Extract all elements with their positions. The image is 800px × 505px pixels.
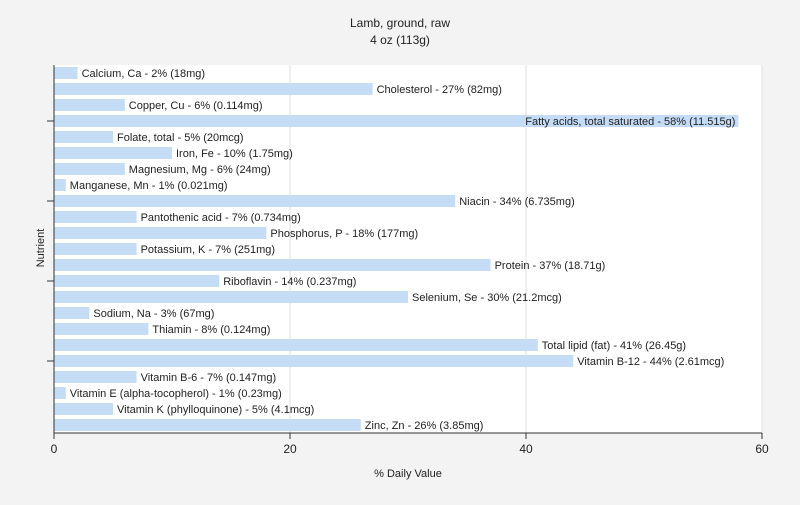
bar-value-label: Copper, Cu - 6% (0.114mg)	[129, 100, 263, 112]
bar	[54, 195, 456, 207]
bar-value-label: Potassium, K - 7% (251mg)	[141, 244, 276, 256]
bar	[54, 339, 538, 351]
bar	[54, 227, 267, 239]
bar-value-label: Calcium, Ca - 2% (18mg)	[82, 68, 205, 80]
bar	[54, 275, 220, 287]
chart-subtitle: 4 oz (113g)	[370, 33, 430, 47]
bar-value-label: Vitamin B-6 - 7% (0.147mg)	[141, 372, 277, 384]
bar	[54, 355, 574, 367]
bar	[54, 83, 373, 95]
bar-value-label: Phosphorus, P - 18% (177mg)	[270, 228, 418, 240]
bar-value-label: Vitamin B-12 - 44% (2.61mcg)	[577, 356, 724, 368]
bar-value-label: Iron, Fe - 10% (1.75mg)	[176, 148, 293, 160]
bar	[54, 179, 66, 191]
bar-value-label: Thiamin - 8% (0.124mg)	[152, 324, 270, 336]
x-tick-label: 60	[755, 442, 769, 456]
bar	[54, 131, 113, 143]
bar-layer	[54, 67, 739, 431]
x-tick-label: 40	[519, 442, 533, 456]
bar-value-label: Vitamin E (alpha-tocopherol) - 1% (0.23m…	[70, 388, 282, 400]
bar	[54, 67, 78, 79]
bar	[54, 323, 149, 335]
bar	[54, 387, 66, 399]
bar-value-label: Selenium, Se - 30% (21.2mcg)	[412, 292, 562, 304]
bar	[54, 99, 125, 111]
bar	[54, 307, 90, 319]
bar	[54, 403, 113, 415]
bar-value-label: Magnesium, Mg - 6% (24mg)	[129, 164, 271, 176]
bar-value-label: Fatty acids, total saturated - 58% (11.5…	[525, 116, 735, 128]
x-tick-label: 20	[283, 442, 297, 456]
axis-layer: 0 20 40 60	[47, 65, 769, 456]
bar-value-label: Vitamin K (phylloquinone) - 5% (4.1mcg)	[117, 404, 314, 416]
bar-value-label: Manganese, Mn - 1% (0.021mg)	[70, 180, 228, 192]
bar-value-label: Cholesterol - 27% (82mg)	[377, 84, 502, 96]
bar	[54, 259, 491, 271]
bar-label-layer: Calcium, Ca - 2% (18mg) Cholesterol - 27%…	[70, 68, 736, 432]
bar	[54, 147, 172, 159]
bar	[54, 163, 125, 175]
bar-value-label: Riboflavin - 14% (0.237mg)	[223, 276, 356, 288]
bar	[54, 211, 137, 223]
bar	[54, 371, 137, 383]
bar-value-label: Total lipid (fat) - 41% (26.45g)	[542, 340, 686, 352]
bar	[54, 243, 137, 255]
x-tick-label: 0	[51, 442, 58, 456]
bar	[54, 419, 361, 431]
bar-value-label: Sodium, Na - 3% (67mg)	[93, 308, 214, 320]
bar-value-label: Folate, total - 5% (20mcg)	[117, 132, 244, 144]
y-axis-title: Nutrient	[35, 229, 47, 268]
chart-title: Lamb, ground, raw	[350, 16, 450, 30]
bar-value-label: Protein - 37% (18.71g)	[495, 260, 606, 272]
bar	[54, 115, 739, 127]
x-axis-title: % Daily Value	[374, 468, 442, 480]
bar-value-label: Pantothenic acid - 7% (0.734mg)	[141, 212, 301, 224]
bar	[54, 291, 408, 303]
bar-value-label: Niacin - 34% (6.735mg)	[459, 196, 575, 208]
bar-value-label: Zinc, Zn - 26% (3.85mg)	[365, 420, 484, 432]
